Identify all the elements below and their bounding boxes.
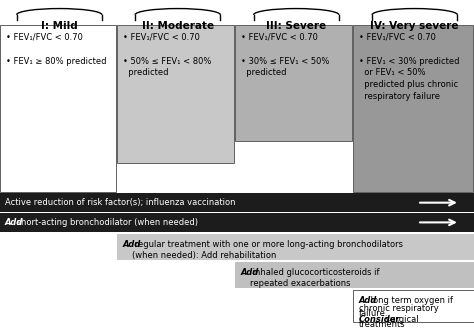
Text: long term oxygen if: long term oxygen if — [368, 296, 453, 305]
Bar — [117, 25, 234, 163]
Bar — [353, 25, 473, 192]
Bar — [353, 290, 474, 322]
Text: • FEV₁/FVC < 0.70

• FEV₁ ≥ 80% predicted: • FEV₁/FVC < 0.70 • FEV₁ ≥ 80% predicted — [6, 33, 106, 65]
Bar — [235, 262, 474, 288]
Bar — [235, 25, 352, 141]
Text: surgical: surgical — [383, 315, 419, 323]
Text: Add: Add — [123, 240, 141, 249]
Text: chronic respiratory: chronic respiratory — [359, 304, 438, 313]
Text: • FEV₁/FVC < 0.70

• FEV₁ < 30% predicted
  or FEV₁ < 50%
  predicted plus chron: • FEV₁/FVC < 0.70 • FEV₁ < 30% predicted… — [359, 33, 459, 101]
Text: regular treatment with one or more long-acting bronchodilators
(when needed): Ad: regular treatment with one or more long-… — [132, 240, 403, 260]
Text: Add: Add — [359, 296, 377, 305]
Text: Consider: Consider — [359, 315, 401, 323]
Text: I: Mild: I: Mild — [41, 21, 78, 31]
Text: Add: Add — [241, 268, 259, 277]
Text: • FEV₁/FVC < 0.70

• 30% ≤ FEV₁ < 50%
  predicted: • FEV₁/FVC < 0.70 • 30% ≤ FEV₁ < 50% pre… — [241, 33, 329, 77]
Bar — [0, 25, 116, 192]
Text: Add: Add — [5, 218, 23, 227]
Text: • FEV₁/FVC < 0.70

• 50% ≤ FEV₁ < 80%
  predicted: • FEV₁/FVC < 0.70 • 50% ≤ FEV₁ < 80% pre… — [123, 33, 211, 77]
Text: short-acting bronchodilator (when needed): short-acting bronchodilator (when needed… — [14, 218, 198, 227]
Text: III: Severe: III: Severe — [266, 21, 326, 31]
Bar — [117, 234, 474, 260]
Text: II: Moderate: II: Moderate — [142, 21, 214, 31]
Text: IV: Very severe: IV: Very severe — [371, 21, 459, 31]
Bar — [0, 213, 474, 232]
Text: inhaled glucocorticosteroids if
repeated exacerbations: inhaled glucocorticosteroids if repeated… — [250, 268, 380, 288]
Text: treatments: treatments — [359, 320, 405, 329]
Bar — [0, 193, 474, 212]
Text: Active reduction of risk factor(s); influenza vaccination: Active reduction of risk factor(s); infl… — [5, 198, 235, 207]
Text: failure.: failure. — [359, 309, 388, 318]
